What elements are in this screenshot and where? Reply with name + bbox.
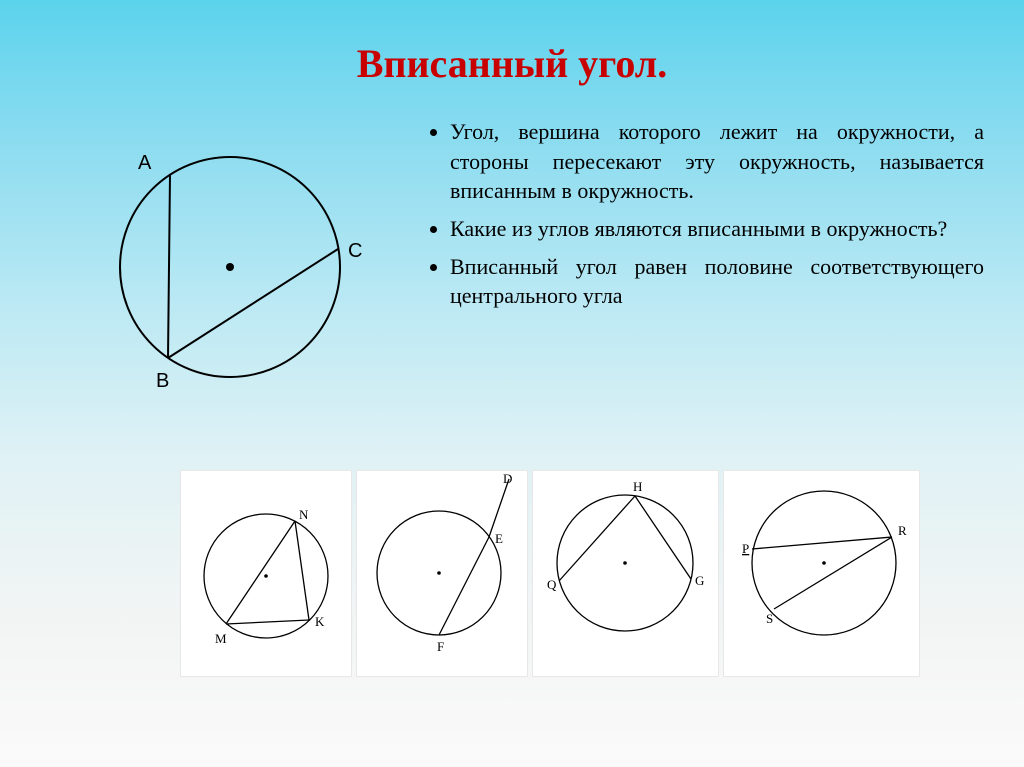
page-title: Вписанный угол. (0, 0, 1024, 87)
content-row: A B C Угол, вершина которого лежит на ок… (0, 117, 1024, 319)
small-diagram: N K M (181, 471, 351, 661)
segment (635, 496, 691, 579)
point-label: N (299, 507, 309, 522)
bullet-item: Вписанный угол равен половине соответств… (450, 252, 984, 311)
bullet-list: Угол, вершина которого лежит на окружнос… (420, 117, 984, 311)
small-diagram: H Q G (533, 471, 718, 641)
point-label: D (503, 471, 512, 486)
point-label: K (315, 614, 325, 629)
label-c: C (348, 240, 362, 262)
segment (774, 537, 892, 609)
main-diagram: A B C (80, 117, 380, 417)
small-diagram-card: H Q G (532, 470, 719, 677)
right-column: Угол, вершина которого лежит на окружнос… (410, 117, 1024, 319)
point-label: H (633, 479, 642, 494)
small-diagram-card: P R S (723, 470, 920, 677)
left-column: A B C (0, 117, 410, 319)
point-label: Q (547, 577, 557, 592)
point-label: G (695, 573, 704, 588)
center-dot (264, 574, 268, 578)
point-label: E (495, 531, 503, 546)
point-label: P (742, 541, 749, 556)
bullet-item: Какие из углов являются вписанными в окр… (450, 214, 984, 244)
center-dot (822, 561, 826, 565)
label-b: B (156, 370, 169, 392)
line-ba (168, 175, 170, 358)
small-diagram-card: D E F (356, 470, 528, 677)
label-a: A (138, 152, 152, 174)
segment (752, 537, 892, 549)
point-label: S (766, 611, 773, 626)
small-diagram: D E F (357, 471, 527, 671)
segment (439, 537, 489, 635)
segment (226, 620, 309, 624)
center-dot (437, 571, 441, 575)
line-bc (168, 249, 338, 358)
small-diagrams-row: N K M D E F H Q G P R S (180, 470, 920, 677)
bullet-item: Угол, вершина которого лежит на окружнос… (450, 117, 984, 206)
segment (559, 496, 635, 581)
point-label: F (437, 639, 444, 654)
segment (489, 479, 509, 537)
center-dot (226, 263, 234, 271)
small-diagram-card: N K M (180, 470, 352, 677)
point-label: R (898, 523, 907, 538)
small-diagram: P R S (724, 471, 919, 646)
segment (226, 521, 295, 624)
segment (295, 521, 309, 620)
point-label: M (215, 631, 227, 646)
center-dot (623, 561, 627, 565)
